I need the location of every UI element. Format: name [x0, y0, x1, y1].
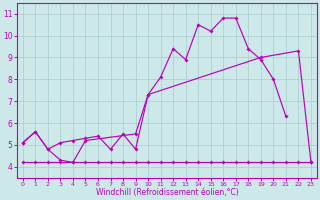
X-axis label: Windchill (Refroidissement éolien,°C): Windchill (Refroidissement éolien,°C) — [96, 188, 238, 197]
